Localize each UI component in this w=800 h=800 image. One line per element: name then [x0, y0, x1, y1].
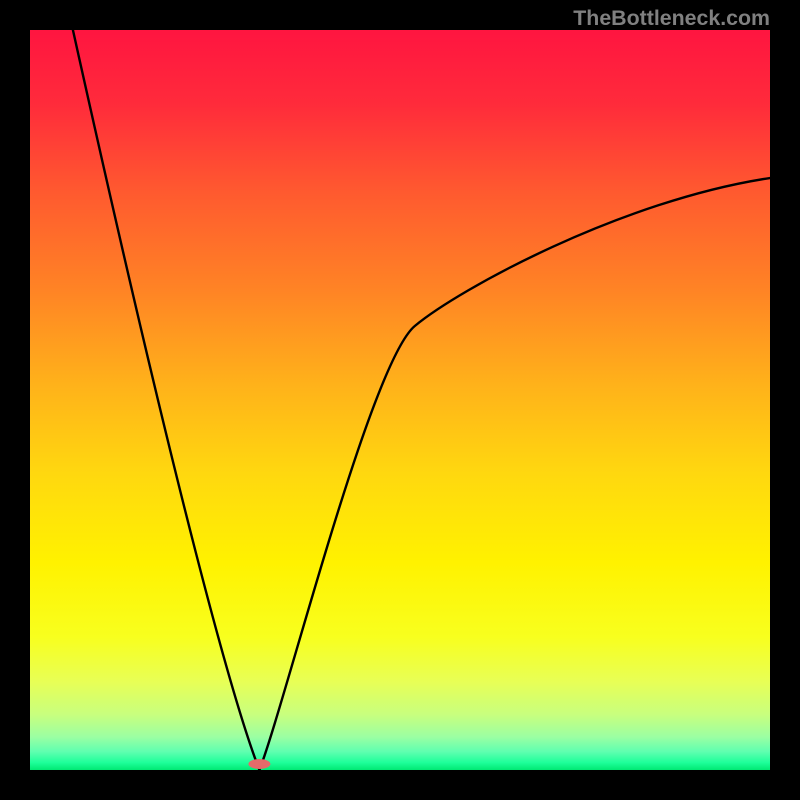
gradient-background: [30, 30, 770, 770]
vertex-marker: [248, 759, 270, 769]
watermark-text: TheBottleneck.com: [573, 6, 770, 31]
plot-svg: [0, 0, 800, 800]
figure-root: TheBottleneck.com: [0, 0, 800, 800]
